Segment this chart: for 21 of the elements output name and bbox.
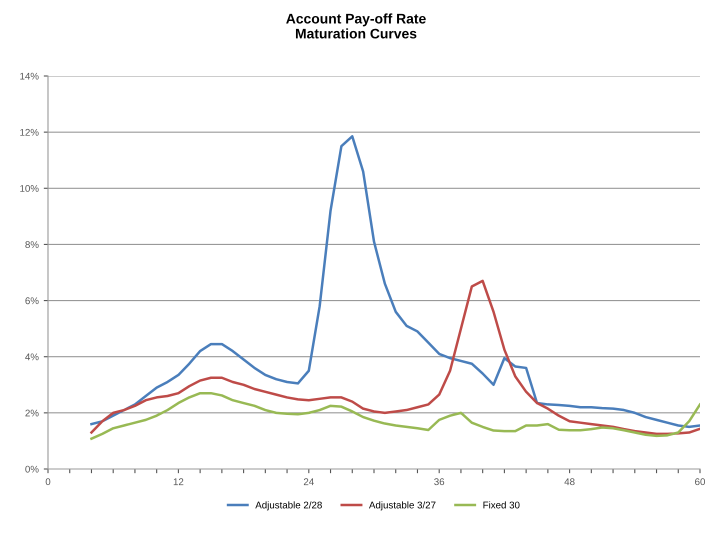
y-tick-label: 12%	[20, 128, 39, 136]
y-tick-label: 6%	[25, 297, 39, 304]
legend-label: Adjustable 2/28	[255, 501, 322, 510]
x-tick-label: 12	[174, 478, 184, 486]
y-tick-label: 0%	[25, 466, 39, 473]
y-tick-label: 14%	[20, 72, 39, 80]
y-tick-label: 8%	[25, 241, 39, 248]
y-tick-label: 2%	[25, 410, 39, 416]
y-tick-label: 4%	[25, 353, 39, 360]
line-series	[90, 280, 700, 436]
legend-label: Adjustable 3/27	[368, 501, 436, 510]
line-series	[90, 392, 700, 440]
chart-title: Account Pay-off Rate Maturation Curves	[286, 13, 426, 39]
legend-label: Fixed 30	[483, 501, 520, 508]
x-tick-label: 0	[46, 478, 50, 486]
x-tick-label: 48	[564, 478, 575, 486]
x-tick-label: 60	[695, 478, 706, 486]
x-tick-label: 36	[434, 478, 444, 486]
x-tick-label: 24	[304, 478, 314, 486]
line-series	[90, 135, 700, 428]
y-tick-label: 10%	[20, 185, 39, 192]
